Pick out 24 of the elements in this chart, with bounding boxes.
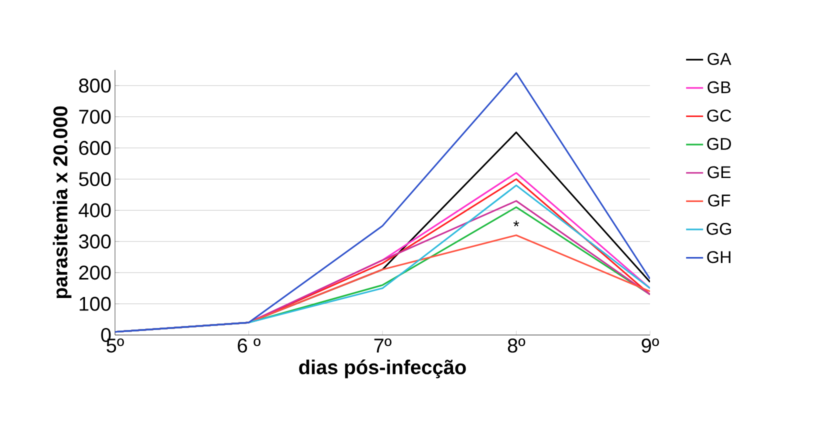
y-tick-label: 400 <box>78 203 111 218</box>
x-tick-label: 8º <box>508 338 526 353</box>
y-axis-title: parasitemia x 20.000 <box>52 106 72 298</box>
legend-label: GF <box>708 194 730 207</box>
legend-label: GC <box>707 110 732 122</box>
x-tick-label: 9º <box>642 338 659 353</box>
legend-label: GB <box>708 81 730 94</box>
legend-label: GD <box>707 138 731 150</box>
legend-label: GE <box>708 166 731 178</box>
x-tick-label: 7º <box>374 338 392 352</box>
y-tick-label: 600 <box>79 140 111 155</box>
line-series <box>115 72 650 333</box>
legend-label: GA <box>708 52 732 65</box>
y-tick-label: 300 <box>79 234 111 249</box>
legend-label: GH <box>707 251 730 264</box>
x-axis-title: dias pós-infecção <box>299 359 466 378</box>
y-tick-label: 700 <box>79 110 111 124</box>
x-tick-label: 6 º <box>238 338 260 353</box>
y-tick-label: 100 <box>80 296 111 311</box>
legend-label: GG <box>706 222 731 235</box>
y-tick-label: 200 <box>79 266 111 280</box>
y-tick-label: 800 <box>79 78 111 93</box>
annotation: * <box>513 220 520 226</box>
y-tick-label: 500 <box>79 172 111 186</box>
